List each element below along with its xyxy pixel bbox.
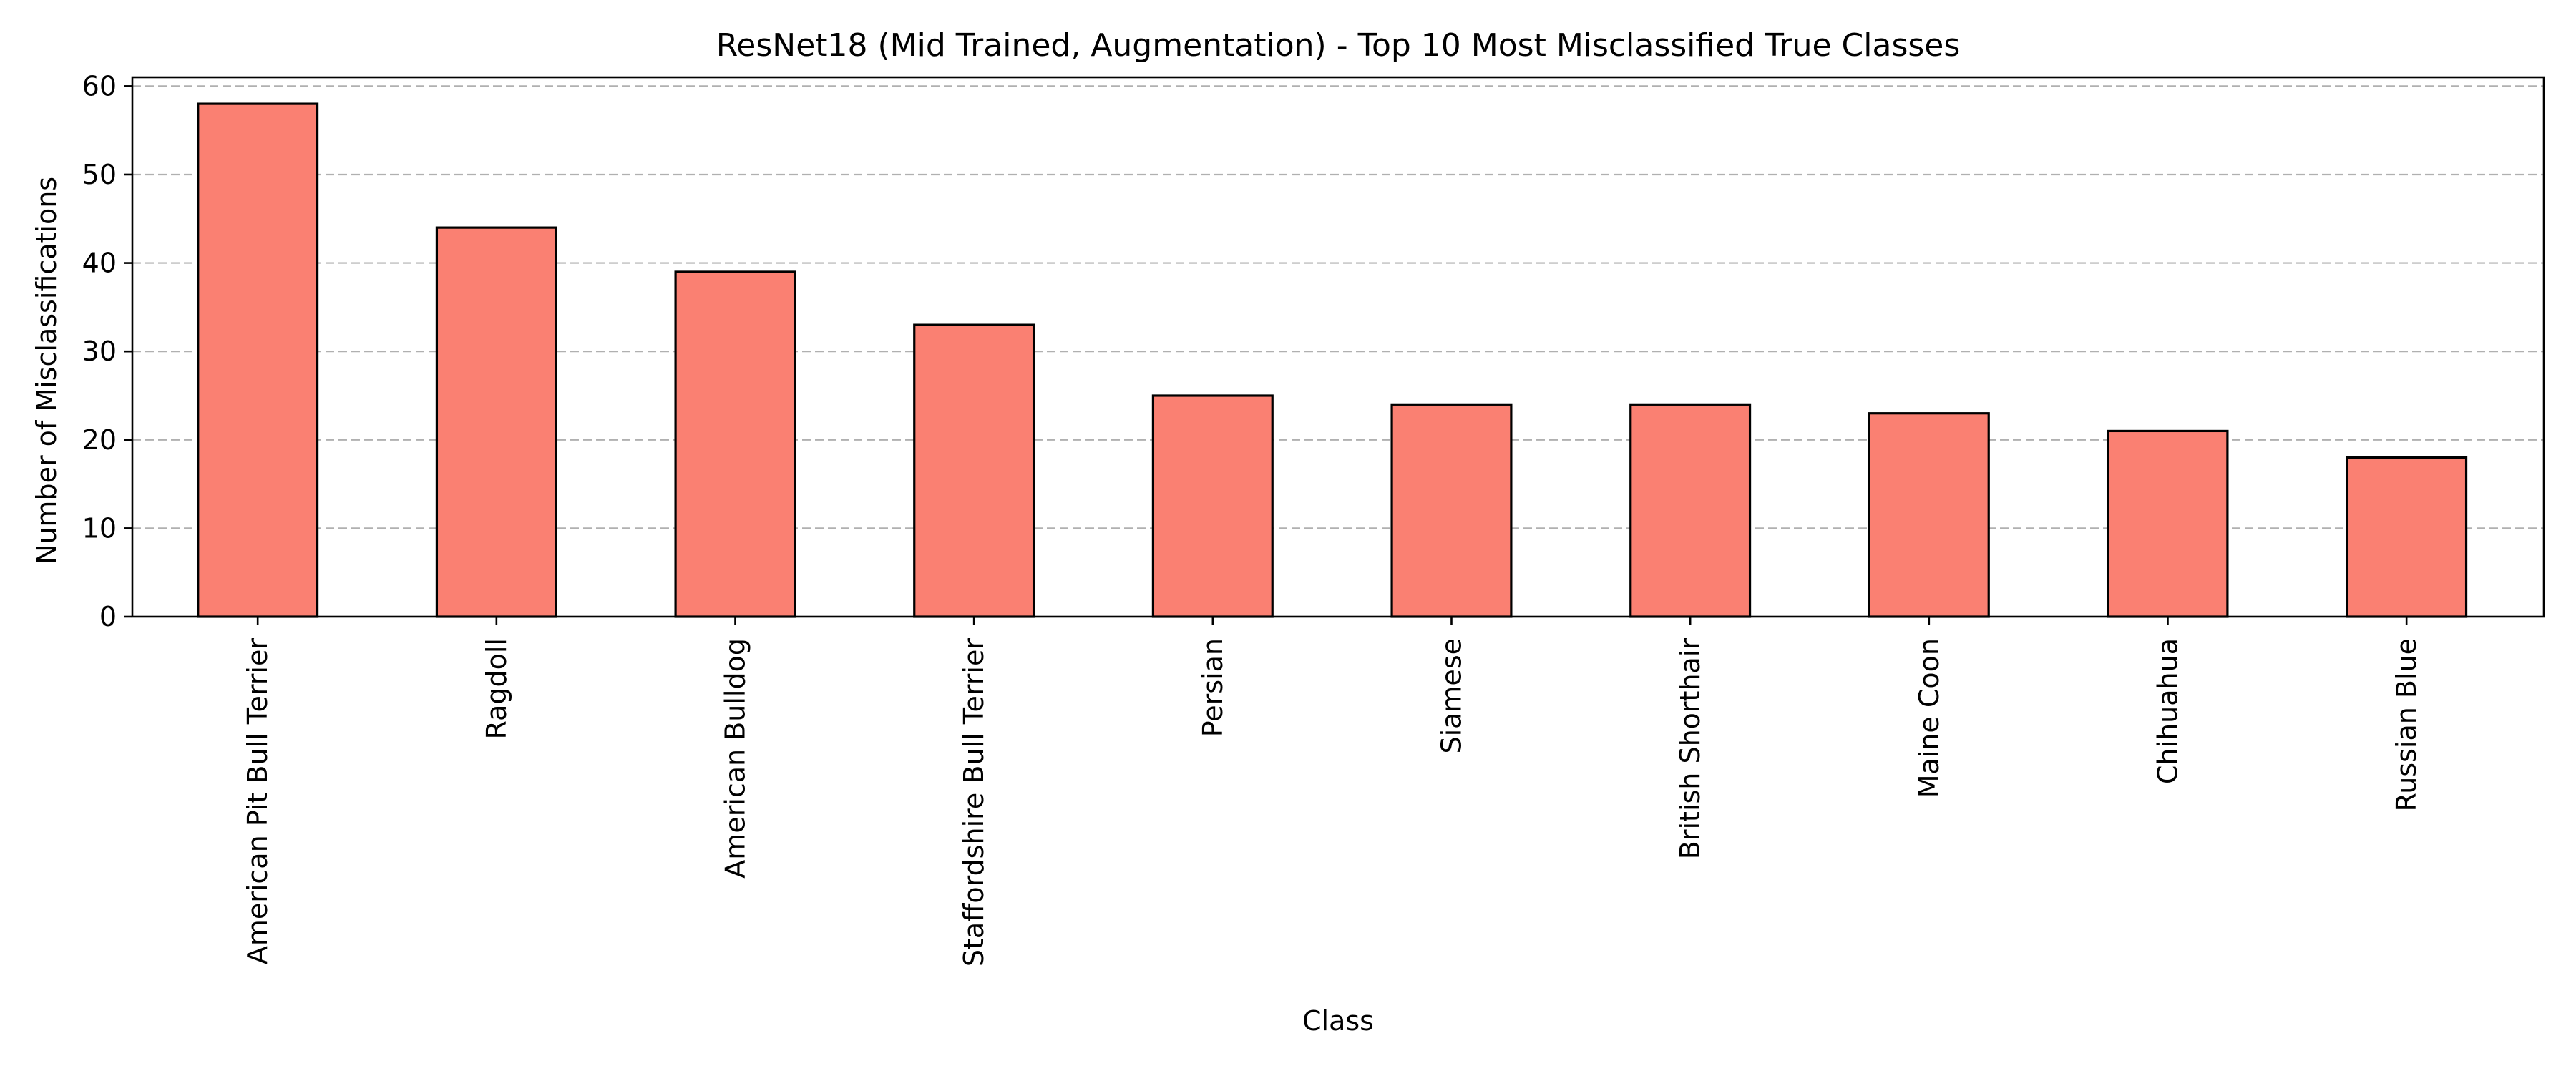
axes: 0 10 20 30 40 50 60 American Pit Bull Terrier Ra…: [82, 70, 2545, 967]
y-tick-label: 30: [82, 336, 117, 367]
y-tick-label: 60: [82, 70, 117, 102]
y-tick-label: 10: [82, 512, 117, 544]
bar: [2346, 456, 2468, 618]
plot-frame: [131, 76, 2545, 618]
bars: [197, 102, 2468, 618]
bar: [2107, 429, 2229, 618]
x-axis-label: Class: [1302, 1005, 1374, 1037]
x-tick-label: Ragdoll: [481, 638, 512, 739]
x-tick-label: Siamese: [1435, 638, 1467, 754]
x-tick-label: Maine Coon: [1913, 638, 1945, 798]
bar: [913, 323, 1035, 618]
x-tick-label: Chihuahua: [2152, 638, 2183, 784]
x-tick-label: American Bulldog: [720, 638, 751, 879]
y-tick-label: 40: [82, 248, 117, 279]
x-tick-label: Russian Blue: [2391, 638, 2422, 811]
y-axis-label: Number of Misclassifications: [31, 177, 62, 564]
chart-title: ResNet18 (Mid Trained, Augmentation) - T…: [716, 27, 1961, 64]
x-tick-label: American Pit Bull Terrier: [242, 638, 273, 965]
x-tick-label: Persian: [1197, 638, 1229, 737]
bar: [1868, 412, 1990, 618]
bar: [435, 226, 557, 618]
bar: [1390, 403, 1513, 618]
y-tick-label: 20: [82, 424, 117, 456]
bar: [197, 102, 319, 618]
y-tick-label: 50: [82, 159, 117, 190]
y-tick-label: 0: [99, 601, 117, 632]
x-tick-label: British Shorthair: [1674, 638, 1706, 860]
bar: [1629, 403, 1752, 618]
bar: [1151, 394, 1274, 618]
bar: [674, 270, 796, 618]
x-tick-label: Staffordshire Bull Terrier: [958, 638, 990, 967]
